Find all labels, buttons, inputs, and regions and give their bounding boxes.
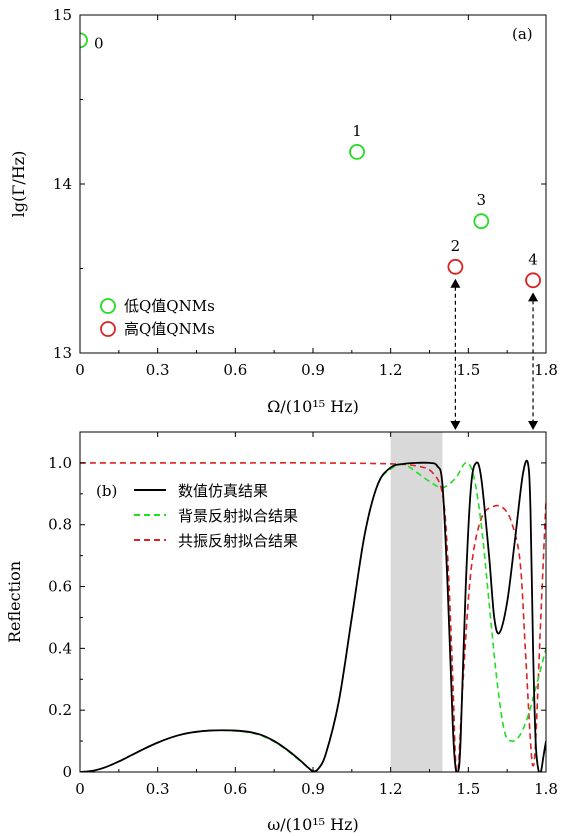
point-label: 1	[352, 122, 362, 140]
mode-connector-arrows	[450, 278, 539, 430]
panel-b-x-axis: 0 0.3 0.6 0.9 1.2 1.5 1.8	[75, 432, 558, 798]
x-tick-label: 1.5	[456, 780, 480, 798]
panel-a-y-axis-title: lg(Γ/Hz)	[9, 151, 28, 218]
legend-marker	[100, 321, 116, 337]
x-tick-label: 1.8	[534, 361, 558, 379]
y-tick-label: 0	[62, 763, 72, 781]
point-label: 4	[528, 250, 538, 268]
scatter-point	[473, 213, 490, 230]
arrow-head-up	[528, 292, 539, 302]
y-tick-label: 0.2	[48, 701, 72, 719]
panel-b-frame	[79, 431, 547, 773]
arrow-head-down	[528, 421, 539, 430]
y-tick-label: 1.0	[48, 454, 72, 472]
x-tick-label: 0.6	[223, 780, 247, 798]
x-tick-label: 1.2	[379, 780, 403, 798]
x-tick-label: 1.2	[379, 361, 403, 379]
panel-b-x-axis-title: ω/(10¹⁵ Hz)	[267, 815, 359, 834]
x-tick-label: 0.3	[146, 361, 170, 379]
legend-label: 数值仿真结果	[178, 482, 268, 500]
y-tick-label: 15	[53, 6, 72, 24]
panel-a-legend: 低Q值QNMs 高Q值QNMs	[100, 297, 215, 338]
point-label: 3	[477, 191, 487, 209]
series-line	[80, 459, 546, 772]
panel-b-y-axis: 0 0.2 0.4 0.6 0.8 1.0	[48, 454, 546, 781]
x-tick-label: 0.6	[223, 361, 247, 379]
y-tick-label: 0.8	[48, 516, 72, 534]
arrow-head-up	[450, 278, 461, 288]
point-label: 0	[94, 34, 104, 52]
x-tick-label: 0.9	[301, 361, 325, 379]
legend-marker	[100, 298, 116, 314]
y-tick-label: 0.6	[48, 578, 72, 596]
scatter-point	[447, 258, 464, 275]
panel-a-x-axis-title: Ω/(10¹⁵ Hz)	[267, 397, 359, 416]
panel-a-plot-area	[80, 32, 541, 289]
x-tick-label: 0	[75, 361, 85, 379]
legend-label: 背景反射拟合结果	[178, 507, 298, 525]
series-line	[80, 462, 546, 772]
panel-a-x-axis: 0 0.3 0.6 0.9 1.2 1.5 1.8	[75, 15, 558, 379]
scatter-point	[349, 143, 365, 160]
x-tick-label: 1.8	[534, 780, 558, 798]
y-tick-label: 14	[53, 175, 72, 193]
x-tick-label: 0.3	[146, 780, 170, 798]
panel-a-tag: (a)	[512, 25, 533, 43]
y-tick-label: 13	[53, 344, 72, 362]
scatter-point	[525, 272, 541, 289]
y-tick-label: 0.4	[48, 639, 72, 657]
x-tick-label: 0.9	[301, 780, 325, 798]
panel-b-shaded-band	[390, 432, 443, 772]
panel-b: 0 0.3 0.6 0.9 1.2 1.5 1.8 0 0.2 0.4 0.6 0.8 1.0 (b)…	[5, 431, 558, 834]
panel-b-y-axis-title: Reflection	[5, 561, 24, 643]
panel-a-point-labels: 0 1 3 2 4	[94, 34, 538, 268]
panel-b-tag: (b)	[96, 482, 117, 500]
legend-label: 共振反射拟合结果	[178, 532, 298, 550]
point-label: 2	[451, 237, 461, 255]
scatter-point	[80, 32, 88, 49]
legend-label: 高Q值QNMs	[124, 320, 215, 338]
series-line	[80, 462, 546, 772]
arrow-head-down	[450, 421, 461, 430]
x-tick-label: 1.5	[456, 361, 480, 379]
x-tick-label: 0	[75, 780, 85, 798]
legend-label: 低Q值QNMs	[124, 297, 215, 315]
panel-b-plot-area	[80, 459, 546, 772]
